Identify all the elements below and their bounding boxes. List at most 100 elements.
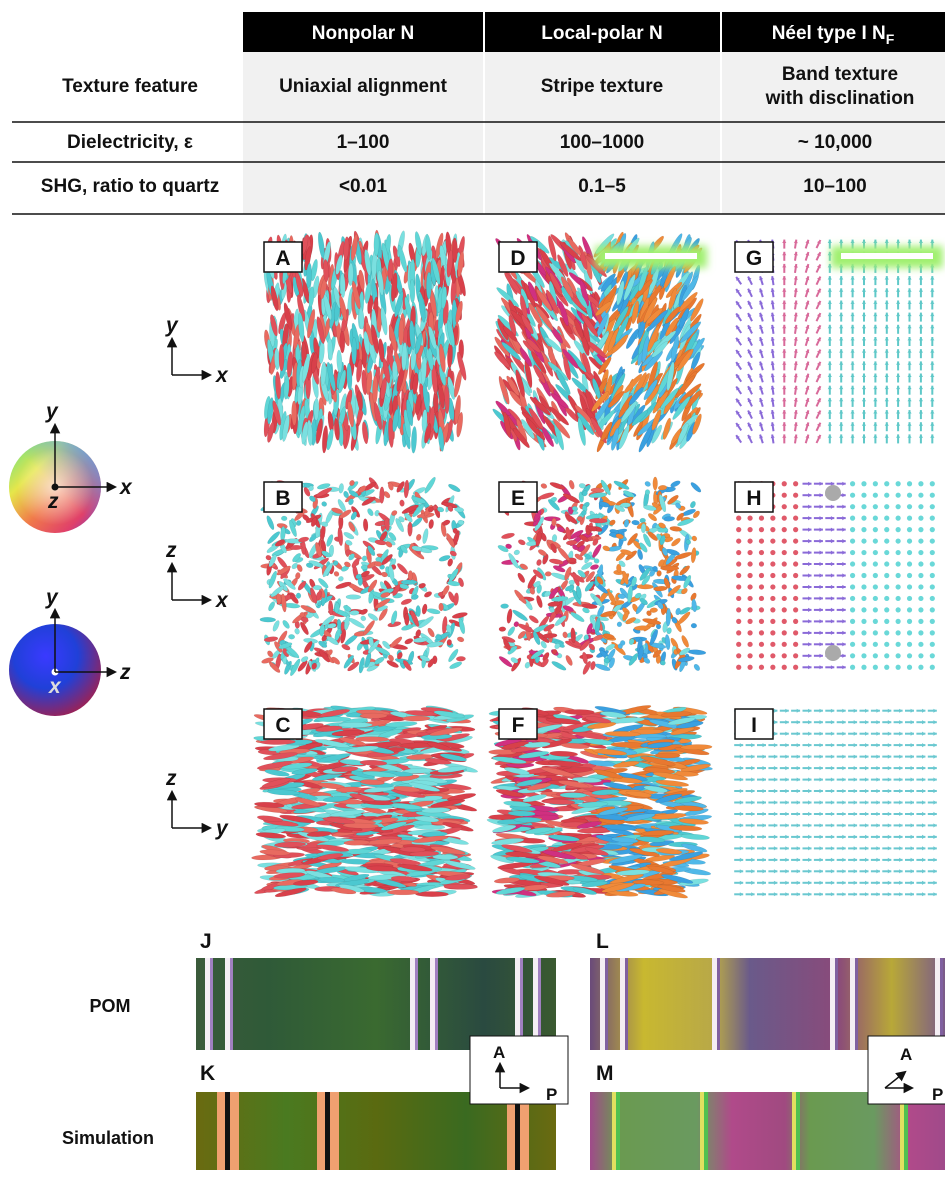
director-arrowhead	[763, 766, 767, 770]
director-arrowhead	[828, 434, 832, 437]
director-arrowhead	[873, 361, 877, 364]
director-arrowhead	[862, 288, 866, 291]
director-arrowhead	[763, 892, 767, 896]
director-dot	[861, 504, 866, 509]
director-dot	[873, 607, 878, 612]
director-arrowhead	[851, 374, 855, 378]
molecule	[589, 518, 607, 523]
director-dot	[918, 584, 923, 589]
director-arrowhead	[785, 732, 789, 736]
director-dot	[736, 619, 741, 624]
director-arrowhead	[751, 892, 754, 896]
director-arrowhead	[808, 539, 811, 543]
molecule	[517, 539, 526, 547]
molecule	[422, 807, 451, 813]
director-dot	[884, 619, 889, 624]
director-dot	[907, 516, 912, 521]
panel-label: E	[511, 487, 525, 510]
director-arrowhead	[885, 374, 889, 378]
director-dot	[907, 584, 912, 589]
director-arrowhead	[820, 505, 823, 509]
director-arrowhead	[808, 654, 811, 658]
molecule	[360, 615, 367, 622]
director-arrowhead	[820, 665, 823, 669]
molecule	[569, 611, 585, 624]
director-arrowhead	[896, 434, 900, 437]
director-dot	[782, 481, 787, 486]
director-dot	[747, 596, 752, 601]
director-arrowhead	[828, 410, 832, 413]
director-arrowhead	[740, 812, 743, 816]
director-arrowhead	[785, 789, 789, 793]
molecule	[498, 655, 514, 669]
director-dot	[884, 516, 889, 521]
molecule	[637, 584, 654, 589]
director-dot	[896, 619, 901, 624]
director-arrowhead	[797, 812, 800, 816]
molecule	[337, 527, 343, 546]
director-dot	[747, 630, 752, 635]
director-arrowhead	[782, 264, 786, 268]
director-arrowhead	[797, 823, 800, 827]
molecule	[689, 500, 696, 508]
director-dot	[907, 527, 912, 532]
molecule	[564, 654, 573, 666]
director-arrowhead	[774, 823, 778, 827]
molecule	[260, 617, 276, 622]
director-dot	[850, 504, 855, 509]
director-arrowhead	[774, 720, 778, 724]
director-arrowhead	[896, 276, 900, 279]
director-arrowhead	[820, 869, 823, 873]
director-arrowhead	[831, 846, 834, 850]
director-arrowhead	[763, 743, 767, 747]
director-arrowhead	[839, 349, 843, 352]
director-dot	[747, 561, 752, 566]
panel-label: A	[275, 247, 290, 270]
director-dot	[770, 561, 775, 566]
director-arrowhead	[862, 325, 866, 329]
director-arrowhead	[797, 766, 800, 770]
director-arrowhead	[842, 654, 845, 658]
director-dot	[782, 550, 787, 555]
director-arrowhead	[751, 800, 754, 804]
director-dot	[850, 642, 855, 647]
molecule	[411, 516, 424, 528]
molecule	[427, 608, 441, 615]
director-arrowhead	[896, 313, 900, 317]
director-dot	[884, 596, 889, 601]
director-dot	[736, 642, 741, 647]
director-arrowhead	[808, 869, 811, 873]
director-arrowhead	[831, 869, 834, 873]
director-dot	[850, 493, 855, 498]
director-arrowhead	[831, 800, 834, 804]
director-arrowhead	[808, 505, 811, 509]
cell: with disclination	[765, 88, 915, 109]
director-dot	[873, 481, 878, 486]
director-dot	[759, 630, 764, 635]
director-dot	[793, 642, 798, 647]
director-arrowhead	[831, 608, 834, 612]
director-arrowhead	[831, 789, 834, 793]
panel: B	[260, 476, 468, 677]
director-arrowhead	[862, 361, 866, 364]
director-arrowhead	[774, 881, 778, 885]
director-dot	[770, 607, 775, 612]
director-arrowhead	[763, 800, 767, 804]
director-arrowhead	[908, 361, 912, 364]
director-arrowhead	[908, 337, 912, 340]
molecule	[536, 559, 543, 567]
panel-label: B	[275, 487, 290, 510]
director-dot	[793, 596, 798, 601]
director-arrowhead	[831, 823, 834, 827]
director-dot	[930, 630, 935, 635]
cell: Band texture	[782, 64, 898, 85]
director-dot	[873, 516, 878, 521]
director-dot	[759, 653, 764, 658]
molecule	[296, 593, 301, 599]
director-arrowhead	[851, 398, 855, 401]
director-arrowhead	[763, 755, 767, 759]
director-dot	[782, 516, 787, 521]
director-dot	[861, 573, 866, 578]
director-arrowhead	[831, 743, 834, 747]
director-arrowhead	[873, 313, 877, 317]
